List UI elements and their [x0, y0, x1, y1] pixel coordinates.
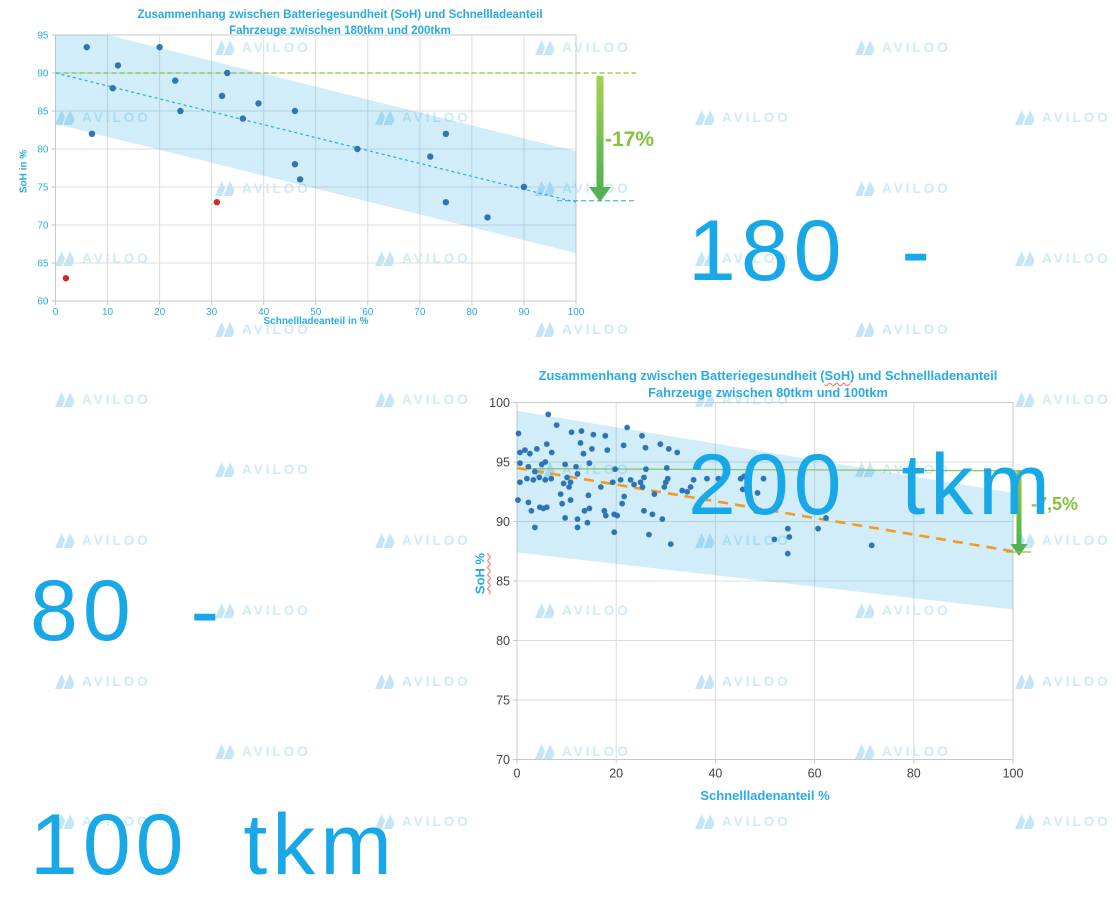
aviloo-logo-icon	[215, 462, 235, 478]
aviloo-logo-icon	[1015, 814, 1035, 830]
aviloo-logo-icon	[855, 180, 875, 196]
aviloo-logo-icon	[855, 603, 875, 619]
aviloo-logo-icon	[375, 392, 395, 407]
aviloo-watermark: AVILOO	[1015, 251, 1111, 267]
aviloo-logo-icon	[535, 462, 555, 478]
aviloo-watermark: AVILOO	[695, 673, 791, 689]
aviloo-watermark: AVILOO	[215, 321, 311, 337]
aviloo-watermark: AVILOO	[375, 110, 471, 126]
aviloo-watermark: AVILOO	[55, 251, 151, 267]
aviloo-logo-icon	[215, 180, 235, 196]
aviloo-logo-icon	[855, 462, 875, 478]
aviloo-logo-icon	[215, 744, 235, 759]
aviloo-logo-icon	[55, 814, 75, 830]
aviloo-logo-icon	[375, 251, 395, 267]
aviloo-logo-icon	[55, 392, 75, 407]
aviloo-logo-icon	[215, 40, 235, 55]
aviloo-logo-icon	[535, 321, 555, 337]
aviloo-logo-icon	[1015, 532, 1035, 548]
aviloo-watermark: AVILOO	[855, 321, 951, 337]
aviloo-watermark: AVILOO	[855, 462, 951, 478]
aviloo-logo-icon	[535, 180, 555, 196]
aviloo-watermark-layer: AVILOO AVILOO AVILOO AVILOO AVILOO AVILOO AVIL…	[55, 40, 1111, 830]
aviloo-logo-icon	[695, 251, 715, 267]
aviloo-watermark: AVILOO	[535, 180, 631, 196]
aviloo-logo-icon	[695, 110, 715, 126]
aviloo-watermark: AVILOO	[215, 180, 311, 196]
aviloo-logo-icon	[375, 532, 395, 548]
aviloo-watermark: AVILOO	[215, 462, 311, 478]
aviloo-logo-icon	[55, 673, 75, 689]
aviloo-logo-icon	[55, 110, 75, 126]
aviloo-watermark: AVILOO	[55, 673, 151, 689]
aviloo-logo-icon	[375, 110, 395, 126]
aviloo-watermark: AVILOO	[535, 603, 631, 619]
aviloo-logo-icon	[55, 532, 75, 548]
aviloo-watermark: AVILOO	[855, 744, 951, 759]
aviloo-watermark: AVILOO	[1015, 673, 1111, 689]
aviloo-logo-icon	[695, 532, 715, 548]
aviloo-logo-icon	[215, 321, 235, 337]
aviloo-watermark: AVILOO	[535, 462, 631, 478]
aviloo-logo-icon	[375, 673, 395, 689]
aviloo-watermark: AVILOO	[375, 251, 471, 267]
aviloo-logo-icon	[695, 673, 715, 689]
aviloo-logo-icon	[375, 814, 395, 830]
aviloo-logo-icon	[55, 251, 75, 267]
aviloo-watermark: AVILOO	[855, 40, 951, 55]
aviloo-watermark: AVILOO	[375, 673, 471, 689]
aviloo-watermark: AVILOO	[695, 392, 791, 407]
aviloo-watermark: AVILOO	[535, 744, 631, 759]
aviloo-logo-icon	[215, 603, 235, 619]
aviloo-watermark: AVILOO	[695, 814, 791, 830]
aviloo-logo-icon	[695, 392, 715, 407]
aviloo-watermark: AVILOO	[1015, 392, 1111, 407]
aviloo-watermark: AVILOO	[55, 110, 151, 126]
slide-canvas: { "watermark": {"text": "AVILOO"}, "big_…	[18, 9, 1111, 893]
aviloo-watermark: AVILOO	[55, 814, 151, 830]
aviloo-watermark: AVILOO	[855, 603, 951, 619]
aviloo-watermark: AVILOO	[535, 321, 631, 337]
aviloo-watermark: AVILOO	[215, 40, 311, 55]
aviloo-watermark: AVILOO	[695, 532, 791, 548]
aviloo-logo-icon	[535, 744, 555, 759]
aviloo-watermark: AVILOO	[1015, 814, 1111, 830]
aviloo-logo-icon	[535, 40, 555, 55]
aviloo-watermark: AVILOO	[695, 251, 791, 267]
aviloo-watermark: AVILOO	[215, 744, 311, 759]
aviloo-logo-icon	[855, 321, 875, 337]
aviloo-logo-icon	[855, 744, 875, 759]
aviloo-watermark: AVILOO	[855, 180, 951, 196]
aviloo-watermark: AVILOO	[1015, 532, 1111, 548]
aviloo-watermark: AVILOO	[55, 392, 151, 407]
aviloo-watermark: AVILOO	[55, 532, 151, 548]
aviloo-watermark: AVILOO	[375, 392, 471, 407]
aviloo-watermark: AVILOO	[215, 603, 311, 619]
aviloo-watermark: AVILOO	[375, 532, 471, 548]
aviloo-logo-icon	[1015, 392, 1035, 407]
aviloo-logo-icon	[695, 814, 715, 830]
aviloo-watermark: AVILOO	[1015, 110, 1111, 126]
aviloo-logo-icon	[855, 40, 875, 55]
aviloo-watermark: AVILOO	[375, 814, 471, 830]
aviloo-logo-icon	[535, 603, 555, 619]
aviloo-watermark: AVILOO	[535, 40, 631, 55]
aviloo-logo-icon	[1015, 251, 1035, 267]
aviloo-logo-icon	[1015, 673, 1035, 689]
aviloo-watermark: AVILOO	[695, 110, 791, 126]
aviloo-logo-icon	[1015, 110, 1035, 126]
